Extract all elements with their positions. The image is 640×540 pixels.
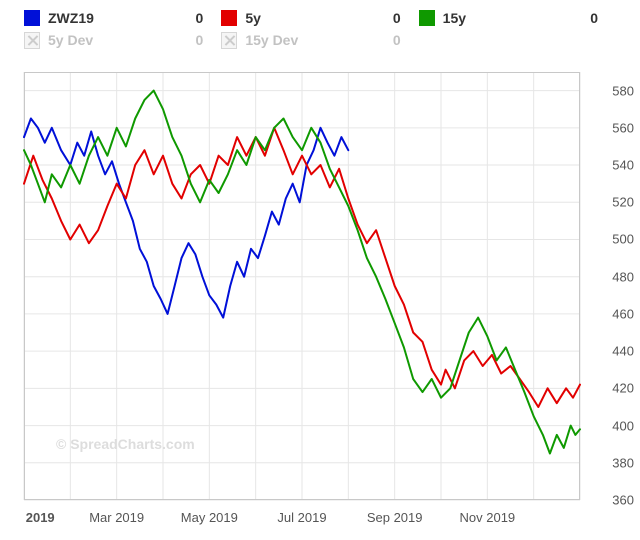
y-axis: 360380400420440460480500520540560580 xyxy=(584,72,640,500)
legend-value: 0 xyxy=(196,32,222,48)
legend-swatch xyxy=(419,10,435,26)
y-tick-label: 420 xyxy=(612,381,634,396)
y-tick-label: 520 xyxy=(612,195,634,210)
legend-item[interactable]: 15y 0 xyxy=(419,10,616,26)
series-15y xyxy=(24,91,580,454)
x-tick-label: May 2019 xyxy=(181,510,238,525)
legend-swatch xyxy=(221,32,237,48)
legend-item[interactable]: ZWZ19 0 xyxy=(24,10,221,26)
legend-item[interactable]: 5y 0 xyxy=(221,10,418,26)
y-tick-label: 540 xyxy=(612,158,634,173)
legend-label: 5y xyxy=(245,10,261,26)
legend-label: 15y xyxy=(443,10,466,26)
legend-swatch xyxy=(24,32,40,48)
legend-item[interactable]: 5y Dev 0 xyxy=(24,32,221,48)
legend-swatch xyxy=(221,10,237,26)
legend-row-1: ZWZ19 0 5y 0 15y 0 xyxy=(24,10,616,26)
legend-label: ZWZ19 xyxy=(48,10,94,26)
y-tick-label: 480 xyxy=(612,269,634,284)
x-axis: 2019 Mar 2019 May 2019 Jul 2019 Sep 2019 Nov … xyxy=(24,504,580,540)
legend-value: 0 xyxy=(393,10,419,26)
plot-area: © SpreadCharts.com xyxy=(24,72,580,500)
series-lines xyxy=(24,72,580,500)
chart-container: ZWZ19 0 5y 0 15y 0 5y Dev 0 15y Dev 0 © SpreadCh… xyxy=(0,0,640,540)
x-tick-label: Sep 2019 xyxy=(367,510,423,525)
y-tick-label: 380 xyxy=(612,455,634,470)
y-tick-label: 400 xyxy=(612,418,634,433)
legend-item[interactable]: 15y Dev 0 xyxy=(221,32,418,48)
legend: ZWZ19 0 5y 0 15y 0 5y Dev 0 15y Dev 0 xyxy=(24,10,616,54)
y-tick-label: 500 xyxy=(612,232,634,247)
legend-value: 0 xyxy=(393,32,419,48)
legend-row-2: 5y Dev 0 15y Dev 0 xyxy=(24,32,616,48)
y-tick-label: 560 xyxy=(612,120,634,135)
x-tick-label: 2019 xyxy=(26,510,55,525)
legend-value: 0 xyxy=(590,10,616,26)
y-tick-label: 460 xyxy=(612,306,634,321)
x-tick-label: Jul 2019 xyxy=(277,510,326,525)
legend-swatch xyxy=(24,10,40,26)
x-tick-label: Nov 2019 xyxy=(460,510,516,525)
y-tick-label: 440 xyxy=(612,344,634,359)
y-tick-label: 360 xyxy=(612,493,634,508)
legend-label: 15y Dev xyxy=(245,32,298,48)
x-tick-label: Mar 2019 xyxy=(89,510,144,525)
legend-value: 0 xyxy=(196,10,222,26)
legend-label: 5y Dev xyxy=(48,32,93,48)
y-tick-label: 580 xyxy=(612,83,634,98)
